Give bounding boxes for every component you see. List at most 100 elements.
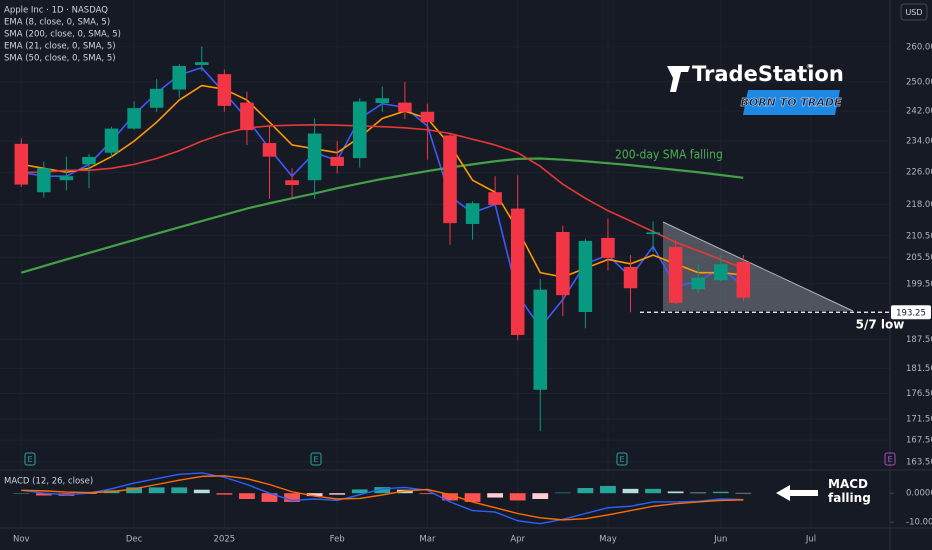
earnings-marker[interactable] bbox=[310, 452, 322, 466]
candle-body bbox=[375, 98, 390, 103]
histogram-bar bbox=[600, 485, 616, 494]
histogram-bar bbox=[419, 493, 436, 495]
indicator-legend: EMA (21, close, 0, SMA, 5) bbox=[4, 42, 116, 52]
candle-body bbox=[510, 208, 525, 335]
candle-body bbox=[172, 66, 186, 90]
candle-body bbox=[37, 168, 51, 193]
logo-icon bbox=[667, 66, 690, 92]
annotation-arrow bbox=[776, 485, 818, 501]
candle-body bbox=[104, 128, 119, 153]
candle-body bbox=[668, 246, 683, 303]
annotation: 200-day SMA falling bbox=[615, 148, 723, 162]
histogram-bar bbox=[622, 488, 639, 494]
earnings-label: E bbox=[27, 455, 32, 464]
y-tick-label: 181.50 bbox=[906, 364, 932, 374]
y-tick-label: 0.0000 bbox=[906, 489, 932, 499]
candle-body bbox=[556, 231, 570, 296]
y-tick-label: 210.50 bbox=[906, 231, 932, 241]
price-label: 193.25 bbox=[896, 308, 926, 318]
y-tick-label: 205.50 bbox=[906, 253, 932, 263]
histogram-bar bbox=[148, 487, 165, 494]
earnings-marker[interactable] bbox=[616, 452, 628, 466]
y-tick-label: 234.00 bbox=[906, 137, 932, 147]
candle-body bbox=[578, 240, 593, 313]
candle-body bbox=[488, 192, 502, 205]
histogram-bar bbox=[13, 493, 30, 494]
candle-body bbox=[601, 237, 615, 258]
candle-body bbox=[217, 74, 232, 106]
price-label-box bbox=[891, 305, 931, 320]
histogram-bar bbox=[126, 487, 142, 494]
y-tick-label: 260.00 bbox=[906, 42, 932, 52]
x-tick-label: 2025 bbox=[214, 535, 236, 545]
x-tick-label: Dec bbox=[126, 535, 143, 545]
y-tick-label: 167.50 bbox=[906, 436, 932, 446]
x-tick-label: Feb bbox=[330, 535, 345, 545]
histogram-bar bbox=[284, 493, 300, 502]
candle-body bbox=[420, 111, 435, 123]
histogram-bar bbox=[532, 493, 549, 499]
x-tick-label: Jul bbox=[805, 535, 816, 545]
y-tick-label: 176.50 bbox=[906, 389, 932, 399]
indicator-line bbox=[20, 157, 744, 274]
annotation: MACD falling bbox=[828, 477, 871, 505]
indicator-legend: EMA (8, close, 0, SMA, 5) bbox=[4, 18, 110, 28]
earnings-marker[interactable] bbox=[24, 452, 36, 466]
histogram-bar bbox=[35, 493, 52, 496]
candle-body bbox=[398, 102, 412, 112]
indicator-legend: SMA (200, close, 0, SMA, 5) bbox=[4, 30, 121, 40]
currency-button[interactable] bbox=[900, 3, 928, 21]
histogram-bar bbox=[690, 492, 707, 494]
histogram-bar bbox=[351, 489, 368, 494]
x-tick-label: Apr bbox=[510, 535, 525, 545]
histogram-bar bbox=[171, 487, 188, 494]
candle-body bbox=[285, 180, 299, 185]
candle-body bbox=[14, 143, 29, 185]
currency-label: USD bbox=[905, 8, 922, 17]
candle-body bbox=[443, 135, 457, 224]
candle-body bbox=[623, 266, 638, 289]
histogram-bar bbox=[577, 487, 594, 494]
candle-body bbox=[691, 277, 705, 290]
earnings-label: E bbox=[887, 455, 892, 464]
histogram-bar bbox=[261, 493, 278, 502]
y-tick-label: 242.00 bbox=[906, 107, 932, 117]
signal-line bbox=[21, 475, 744, 521]
x-tick-label: Jun bbox=[713, 535, 727, 545]
macd-legend: MACD (12, 26, close) bbox=[4, 477, 93, 487]
candle-body bbox=[59, 176, 74, 181]
tagline-badge bbox=[743, 90, 840, 115]
candle-body bbox=[646, 232, 660, 235]
candle-body bbox=[465, 203, 480, 224]
candle-body bbox=[714, 264, 728, 281]
histogram-bar bbox=[554, 492, 571, 494]
y-tick-label: 187.50 bbox=[906, 335, 932, 345]
y-tick-label: 163.50 bbox=[906, 457, 932, 467]
earnings-label: E bbox=[619, 455, 624, 464]
wedge-trendline bbox=[662, 221, 854, 312]
earnings-marker[interactable] bbox=[884, 452, 896, 466]
y-tick-label: 199.50 bbox=[906, 279, 932, 289]
candle-body bbox=[352, 101, 367, 159]
earnings-label: E bbox=[313, 455, 318, 464]
candle-body bbox=[149, 88, 164, 108]
histogram-bar bbox=[487, 493, 504, 498]
histogram-bar bbox=[509, 493, 526, 501]
indicator-line bbox=[21, 124, 744, 269]
histogram-bar bbox=[667, 491, 684, 494]
histogram-bar bbox=[239, 493, 255, 499]
earnings-markers: E E E E bbox=[24, 452, 896, 466]
histogram-bar bbox=[216, 493, 233, 495]
candle-body bbox=[533, 289, 548, 390]
candle-body bbox=[736, 262, 751, 298]
annotation-line: falling bbox=[828, 491, 871, 505]
logo-name: TradeStation bbox=[692, 62, 844, 86]
indicator-line bbox=[21, 84, 744, 278]
symbol-title: Apple Inc · 1D · NASDAQ bbox=[4, 6, 108, 16]
macd-line bbox=[21, 472, 744, 525]
x-tick-label: Nov bbox=[13, 535, 30, 545]
logo-tagline: BORN TO TRADE bbox=[740, 96, 842, 109]
histogram-bar bbox=[374, 487, 391, 494]
